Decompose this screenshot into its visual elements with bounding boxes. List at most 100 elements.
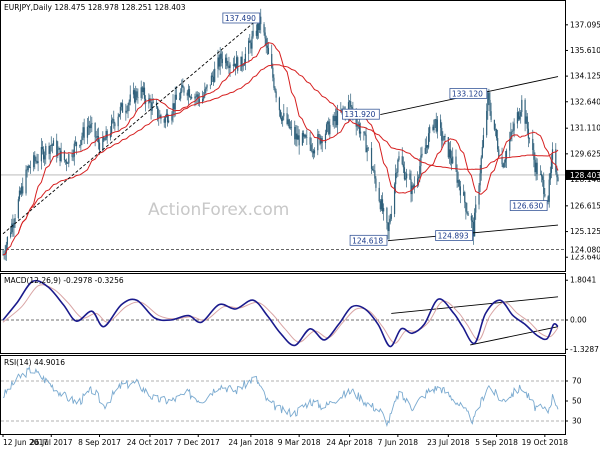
x-tick-label: 24 Apr 2018 [326,438,373,447]
price-annotations: 137.490 131.920 133.120 124.618 124.893 126.6… [222,12,548,246]
candle-body [49,145,51,154]
candle-body [18,190,21,200]
candle-body [58,148,60,150]
macd-header: MACD(12,26,9) -0.2978 -0.3256 [4,276,124,285]
x-tick-label: 26 Jul 2017 [30,438,73,447]
candle-body [241,56,243,67]
candle-body [152,102,154,104]
candle-body [406,173,408,179]
candle-body [511,131,513,132]
candle-body [317,134,319,151]
candle-body [383,207,385,212]
x-tick-label: 24 Jan 2018 [228,438,273,447]
candle-body [425,145,427,148]
candle-body [366,147,368,153]
moving-average-fast [3,42,559,256]
candle-body [33,155,35,168]
candle-body [157,106,159,119]
candle-body [102,137,104,151]
candle-body [89,125,91,129]
candle-body [474,212,476,237]
y-tick-label: 134.125 [570,72,600,81]
candle-body [45,145,47,156]
candle-body [373,170,375,171]
moving-average-slow [17,64,559,234]
y-tick-label: 137.095 [570,20,600,29]
candle-body [273,77,275,88]
candle-body [327,121,329,125]
candle-body [202,98,204,103]
candle-body [444,136,446,138]
rsi-header: RSI(14) 44.9016 [4,358,65,367]
macd-trendlines [391,296,559,346]
y-tick-label: 131.110 [570,124,600,133]
candle-body [14,217,16,223]
candle-body [390,214,392,219]
candle-body [225,57,227,64]
candle-body [217,57,219,69]
candle-body [26,169,28,171]
candle-body [91,122,93,125]
candle-body [356,124,358,127]
candle-body [333,115,335,122]
candle-body [35,160,37,162]
candle-body [186,92,188,96]
candle-body [6,236,8,245]
candle-body [434,119,436,120]
candle-body [296,133,298,140]
candle-body [194,96,196,99]
candle-body [381,199,384,212]
x-tick-label: 7 Dec 2017 [177,438,220,447]
candle-body [458,180,460,187]
candle-body [535,162,537,173]
candle-body [220,53,222,59]
macd-trendline [470,326,559,346]
candle-body [250,42,252,49]
candle-body [112,119,114,121]
candle-body [364,132,366,135]
candle-body [141,87,143,92]
candle-body [42,149,45,160]
candle-body [449,149,452,159]
candle-body [80,140,82,146]
price-annotation-label: 131.920 [344,110,375,119]
candle-body [242,65,244,67]
candle-body [211,75,214,77]
candle-body [168,120,170,123]
candle-body [550,159,553,173]
candle-body [95,137,97,138]
candle-body [388,222,390,232]
x-tick-label: 9 Mar 2018 [278,438,321,447]
candle-body [481,146,483,158]
watermark: ActionForex.com [148,200,289,220]
candle-body [165,113,168,117]
candle-body [51,144,53,146]
candle-body [209,84,211,86]
candle-body [21,186,23,194]
y-tick-label: 30 [572,417,582,426]
candle-body [358,123,361,134]
candle-body [509,139,511,151]
last-price-label: 128.403 [570,171,600,180]
x-tick-label: 7 Jun 2018 [378,438,419,447]
candle-body [34,155,36,162]
candle-body [289,127,291,129]
candle-body [203,95,205,99]
candle-body [451,158,453,164]
candle-body [243,63,245,66]
candle-body [19,190,22,194]
candle-body [267,47,270,54]
candle-body [135,91,137,103]
candle-body [121,103,124,113]
candle-body [191,97,193,99]
candle-body [248,40,250,54]
candle-body [286,113,288,124]
candle-body [86,126,89,138]
candle-body [440,119,442,128]
candle-body [221,58,223,64]
candle-body [196,94,198,97]
candle-body [528,138,531,139]
candle-body [252,30,254,37]
